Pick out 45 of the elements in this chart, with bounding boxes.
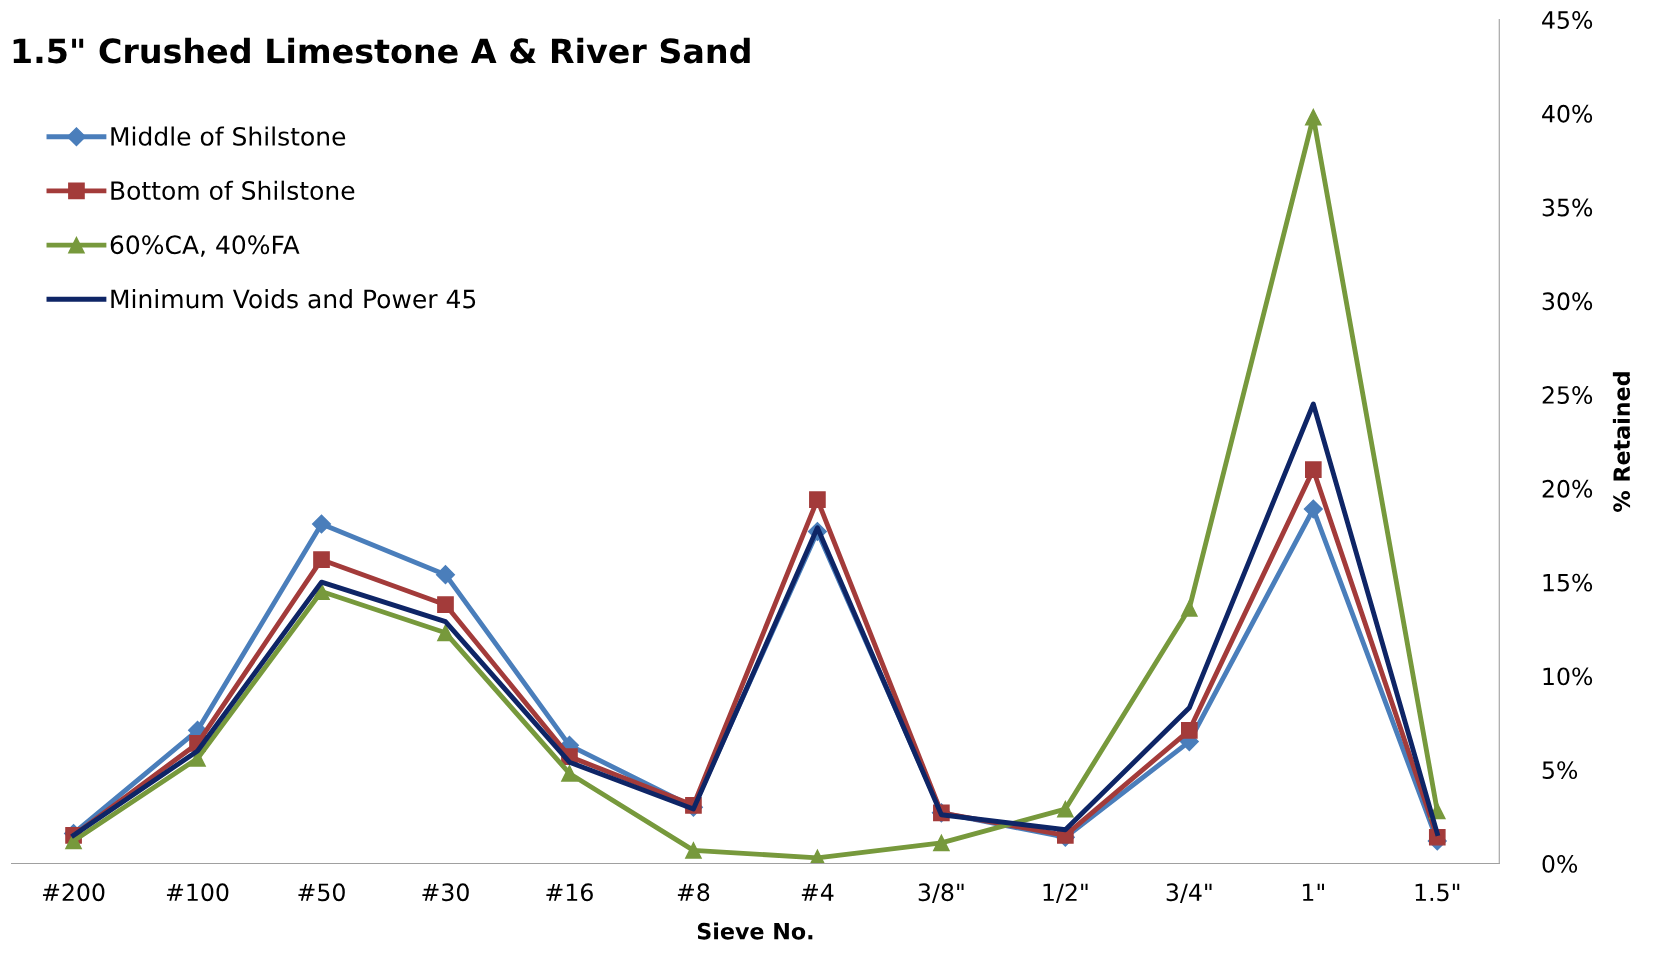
point	[313, 551, 330, 569]
y-tick-label: 15%	[1543, 573, 1593, 592]
point	[1304, 461, 1322, 478]
point	[1304, 108, 1322, 126]
chart-title: 1.5" Crushed Limestone A & River Sand	[13, 37, 750, 64]
x-tick-label: #50	[298, 883, 345, 902]
y-tick-label: 40%	[1542, 104, 1593, 123]
point	[435, 565, 456, 585]
legend-label: 60%CA, 40%FA	[110, 235, 300, 257]
point	[437, 624, 454, 642]
x-tick-label: 3/4"	[1166, 883, 1212, 904]
x-tick-label: 1/2"	[1043, 883, 1088, 904]
point	[1057, 800, 1074, 818]
x-tick-label: 1"	[1302, 883, 1324, 901]
x-tick-label: #30	[422, 883, 469, 902]
x-tick-label: #200	[42, 883, 105, 902]
y-axis-title: % Retained	[1612, 372, 1631, 512]
y-tick-label: 10%	[1543, 667, 1593, 686]
point	[561, 765, 578, 782]
point	[809, 491, 826, 508]
point	[685, 842, 702, 859]
x-tick-label: #4	[801, 883, 834, 901]
y-tick-label: 20%	[1542, 479, 1593, 498]
x-tick-label: #8	[677, 883, 710, 902]
x-tick-label: 1.5"	[1415, 883, 1460, 902]
legend-label: Bottom of Shilstone	[111, 180, 355, 201]
point	[1180, 721, 1198, 739]
point	[933, 834, 950, 852]
y-tick-label: 35%	[1542, 198, 1593, 217]
y-tick-label: 25%	[1542, 386, 1593, 404]
point	[1303, 499, 1323, 519]
point	[437, 596, 454, 614]
point	[313, 583, 330, 600]
y-tick-label: 0%	[1542, 854, 1578, 873]
x-tick-label: 3/8"	[918, 883, 964, 904]
y-tick-label: 30%	[1542, 292, 1593, 311]
y-tick-label: 5%	[1542, 761, 1578, 780]
x-tick-label: #16	[546, 883, 593, 902]
legend-label: Middle of Shilstone	[111, 126, 346, 146]
y-tick-label: 45%	[1542, 11, 1593, 29]
legend-label: Minimum Voids and Power 45	[111, 289, 476, 309]
point	[1180, 600, 1198, 617]
x-axis-title: Sieve No.	[697, 922, 813, 940]
point	[311, 514, 332, 534]
x-tick-label: #100	[166, 883, 229, 902]
